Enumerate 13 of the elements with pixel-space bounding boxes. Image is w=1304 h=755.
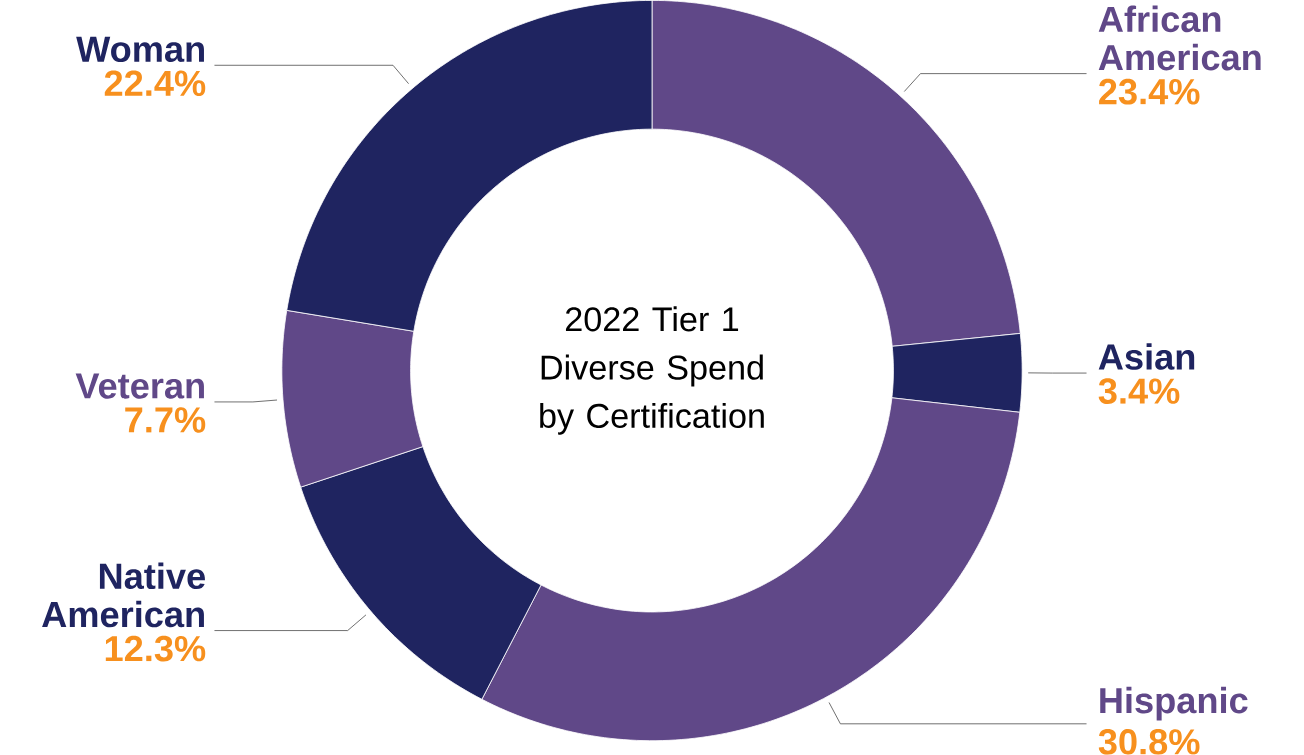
data-label: 30.8% xyxy=(1098,729,1200,755)
text: 2022 Tier 1 Diverse Spend by Certification xyxy=(540,306,764,435)
slice-label: Native American xyxy=(42,562,205,628)
slice-label: Hispanic xyxy=(1100,686,1248,721)
slice-label: African American xyxy=(1098,5,1261,71)
data-label: 3.4% xyxy=(1098,378,1180,405)
data-label: 7.7% xyxy=(125,407,206,433)
slice-label: Asian xyxy=(1098,343,1195,370)
data-label: 22.4% xyxy=(104,70,206,97)
slice-label: Veteran xyxy=(75,373,204,399)
data-label: 12.3% xyxy=(105,635,206,662)
data-label: 23.4% xyxy=(1099,78,1200,105)
slice-label: Woman xyxy=(76,36,204,63)
